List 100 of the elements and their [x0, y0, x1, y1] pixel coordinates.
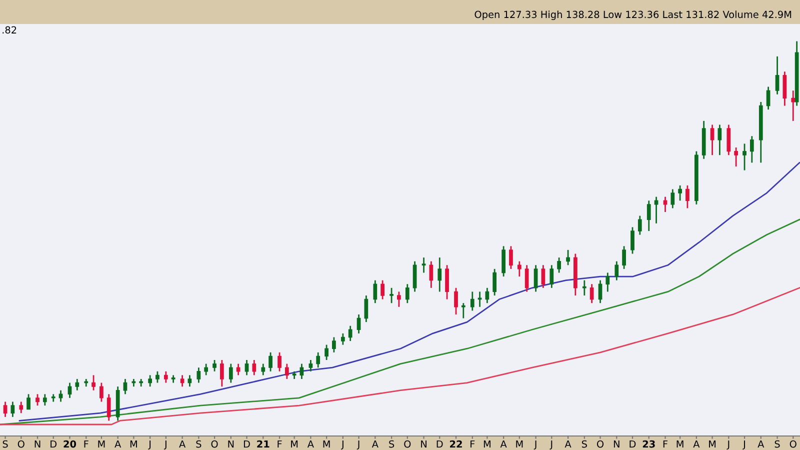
- x-tick-label: M: [516, 440, 523, 448]
- candlestick: [42, 393, 47, 406]
- x-tick-label: A: [179, 440, 186, 448]
- x-tick-label: S: [774, 440, 780, 448]
- candlestick: [252, 359, 256, 376]
- candlestick: [164, 370, 168, 384]
- candlestick: [100, 382, 104, 402]
- candlestick: [332, 336, 336, 354]
- candlestick: [228, 363, 233, 384]
- x-tick-label: A: [693, 440, 700, 448]
- candlestick: [663, 196, 668, 213]
- candlestick: [236, 363, 240, 376]
- candlestick: [557, 256, 561, 274]
- x-tick-label: F: [470, 440, 475, 448]
- candlestick: [517, 260, 522, 278]
- x-tick-label: A: [307, 440, 314, 448]
- x-tick-label: N: [614, 440, 620, 448]
- x-tick-label: S: [2, 440, 8, 448]
- candlestick: [678, 184, 682, 202]
- candlestick: [308, 359, 313, 372]
- candlestick: [278, 352, 282, 372]
- x-tick-label: J: [726, 440, 730, 450]
- x-tick-label: N: [421, 440, 426, 448]
- candlestick: [268, 352, 272, 372]
- candlestick: [324, 344, 328, 361]
- x-tick-label: M: [130, 440, 137, 448]
- x-tick-label: D: [50, 440, 57, 448]
- candlestick: [509, 245, 513, 270]
- candlestick: [390, 287, 394, 304]
- x-tick-label: J: [148, 440, 151, 450]
- x-tick-label: M: [98, 440, 105, 448]
- candlestick: [470, 290, 474, 312]
- x-tick-label: M: [291, 440, 298, 448]
- candlestick: [75, 378, 80, 392]
- candlestick: [156, 370, 160, 384]
- candlestick: [188, 374, 192, 388]
- x-tick-label: 21: [257, 440, 270, 448]
- x-tick-label: S: [196, 440, 202, 448]
- candlestick: [3, 401, 8, 418]
- candlestick: [502, 245, 506, 278]
- x-tick-label: J: [340, 440, 344, 450]
- x-tick-label: A: [114, 440, 122, 448]
- candlestick: [782, 70, 787, 106]
- candlestick: [734, 146, 738, 168]
- x-tick-label: O: [404, 440, 411, 448]
- x-tick-label: S: [389, 440, 394, 448]
- candlestick: [614, 260, 619, 281]
- x-tick-label: M: [484, 440, 490, 448]
- x-tick-label: J: [534, 440, 536, 450]
- candlestick: [718, 124, 722, 156]
- text: .82: [2, 26, 16, 34]
- candlestick: [750, 135, 754, 164]
- candlestick: [212, 359, 216, 372]
- x-tick-label: A: [758, 440, 764, 448]
- candlestick: [566, 249, 570, 266]
- candlestick: [630, 226, 634, 254]
- candlestick: [58, 390, 63, 402]
- x-tick-label: A: [500, 440, 507, 448]
- text: Open 127.33 High 138.28 Low 123.36 Last 131.82 Volume 42.9M: [474, 10, 792, 20]
- candlestick: [316, 352, 320, 368]
- candlestick: [775, 56, 780, 96]
- x-tick-label: O: [18, 440, 24, 448]
- candlestick: [380, 280, 384, 300]
- x-tick-label: O: [596, 440, 604, 448]
- candlestick: [654, 196, 658, 224]
- candlestick: [26, 393, 30, 410]
- candlestick: [364, 294, 368, 323]
- candlestick: [68, 382, 72, 399]
- x-tick-label: N: [34, 440, 40, 448]
- x-tick-label: O: [211, 440, 218, 448]
- candlestick: [742, 143, 746, 171]
- x-tick-label: A: [372, 440, 378, 448]
- candlestick: [422, 256, 426, 274]
- candlestick: [405, 283, 410, 304]
- candlestick: [710, 124, 714, 156]
- candlestick: [261, 363, 266, 376]
- x-tick-label: N: [228, 440, 234, 448]
- x-tick-label: J: [164, 440, 166, 450]
- x-tick-label: M: [709, 440, 716, 448]
- candlestick: [461, 302, 466, 319]
- candlestick: [340, 332, 345, 346]
- x-tick-label: D: [244, 440, 250, 448]
- x-tick-label: S: [582, 440, 587, 448]
- x-tick-label: 20: [64, 440, 76, 448]
- candlestick: [92, 374, 96, 392]
- candlestick: [348, 325, 352, 342]
- candlestick: [646, 200, 651, 232]
- x-tick-label: J: [356, 440, 360, 450]
- candlestick: [445, 264, 449, 300]
- candlestick: [204, 363, 208, 376]
- candlestick: [638, 215, 642, 236]
- candlestick: [10, 401, 15, 418]
- candlestick: [534, 264, 538, 292]
- candlestick: [524, 264, 529, 292]
- x-tick-label: F: [278, 440, 282, 448]
- x-tick-label: M: [323, 440, 330, 448]
- candlestick: [19, 401, 24, 414]
- x-tick-label: D: [436, 440, 443, 448]
- candlestick: [300, 363, 304, 380]
- candlestick: [373, 280, 378, 304]
